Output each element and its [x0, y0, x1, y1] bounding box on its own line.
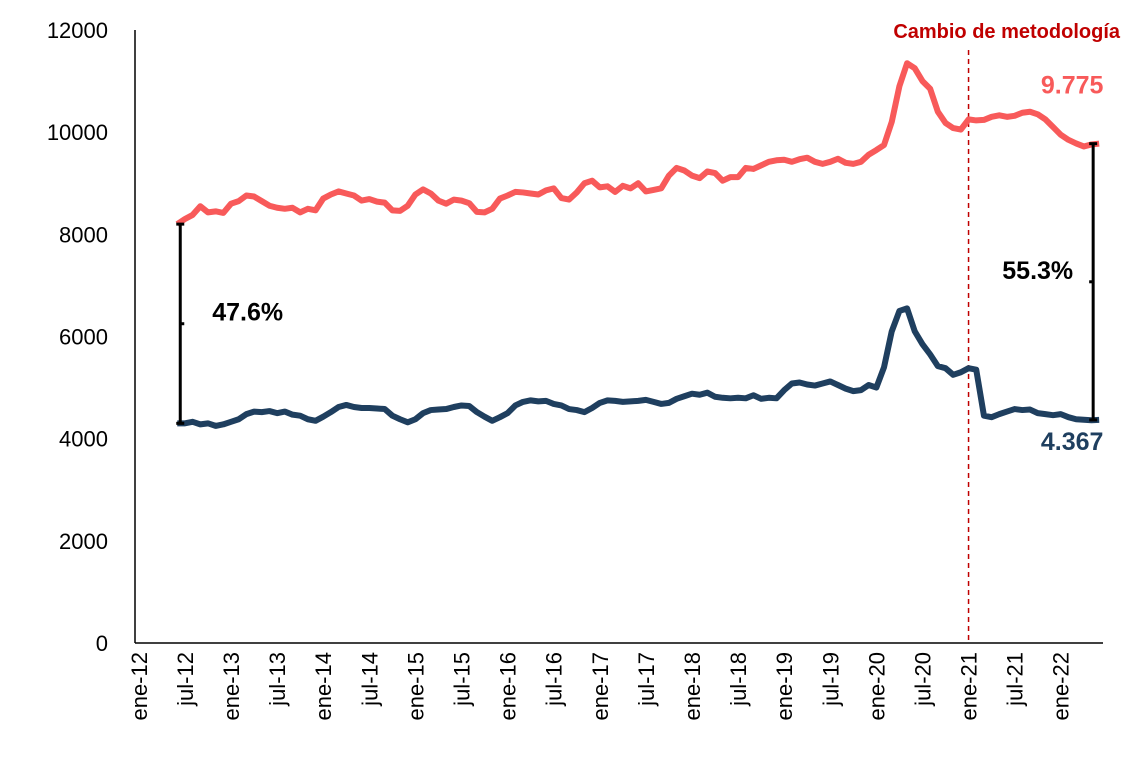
x-tick-label: jul-13	[265, 652, 290, 707]
x-tick-label: jul-15	[450, 652, 475, 707]
x-tick-label: jul-17	[634, 652, 659, 707]
x-tick-label: jul-21	[1003, 652, 1028, 707]
x-tick-label: ene-22	[1049, 652, 1074, 721]
y-tick-label: 8000	[59, 222, 108, 247]
x-tick-label: ene-15	[403, 652, 428, 721]
y-tick-label: 10000	[47, 120, 108, 145]
x-tick-label: jul-14	[357, 652, 382, 707]
x-tick-label: ene-21	[957, 652, 982, 721]
y-tick-label: 12000	[47, 18, 108, 43]
x-tick-label: jul-12	[173, 652, 198, 707]
y-tick-label: 4000	[59, 427, 108, 452]
x-tick-label: jul-20	[910, 652, 935, 707]
y-tick-label: 2000	[59, 529, 108, 554]
y-tick-label: 6000	[59, 325, 108, 350]
method-change-label: Cambio de metodología	[893, 21, 1121, 43]
y-tick-label: 0	[96, 631, 108, 656]
x-tick-label: jul-19	[818, 652, 843, 707]
series-line	[177, 305, 1100, 429]
x-tick-label: ene-19	[772, 652, 797, 721]
x-tick-label: ene-20	[864, 652, 889, 721]
series-line	[175, 60, 1100, 227]
x-tick-label: ene-17	[588, 652, 613, 721]
gap-label: 47.6%	[212, 299, 283, 327]
value-label: 4.367	[1041, 428, 1104, 456]
x-tick-label: jul-18	[726, 652, 751, 707]
x-tick-label: ene-18	[680, 652, 705, 721]
x-tick-label: ene-14	[311, 652, 336, 721]
x-tick-label: ene-13	[219, 652, 244, 721]
value-label: 9.775	[1041, 72, 1104, 100]
x-tick-label: ene-16	[496, 652, 521, 721]
x-tick-label: jul-16	[542, 652, 567, 707]
x-tick-label: ene-12	[127, 652, 152, 721]
gap-label: 55.3%	[1002, 257, 1073, 285]
